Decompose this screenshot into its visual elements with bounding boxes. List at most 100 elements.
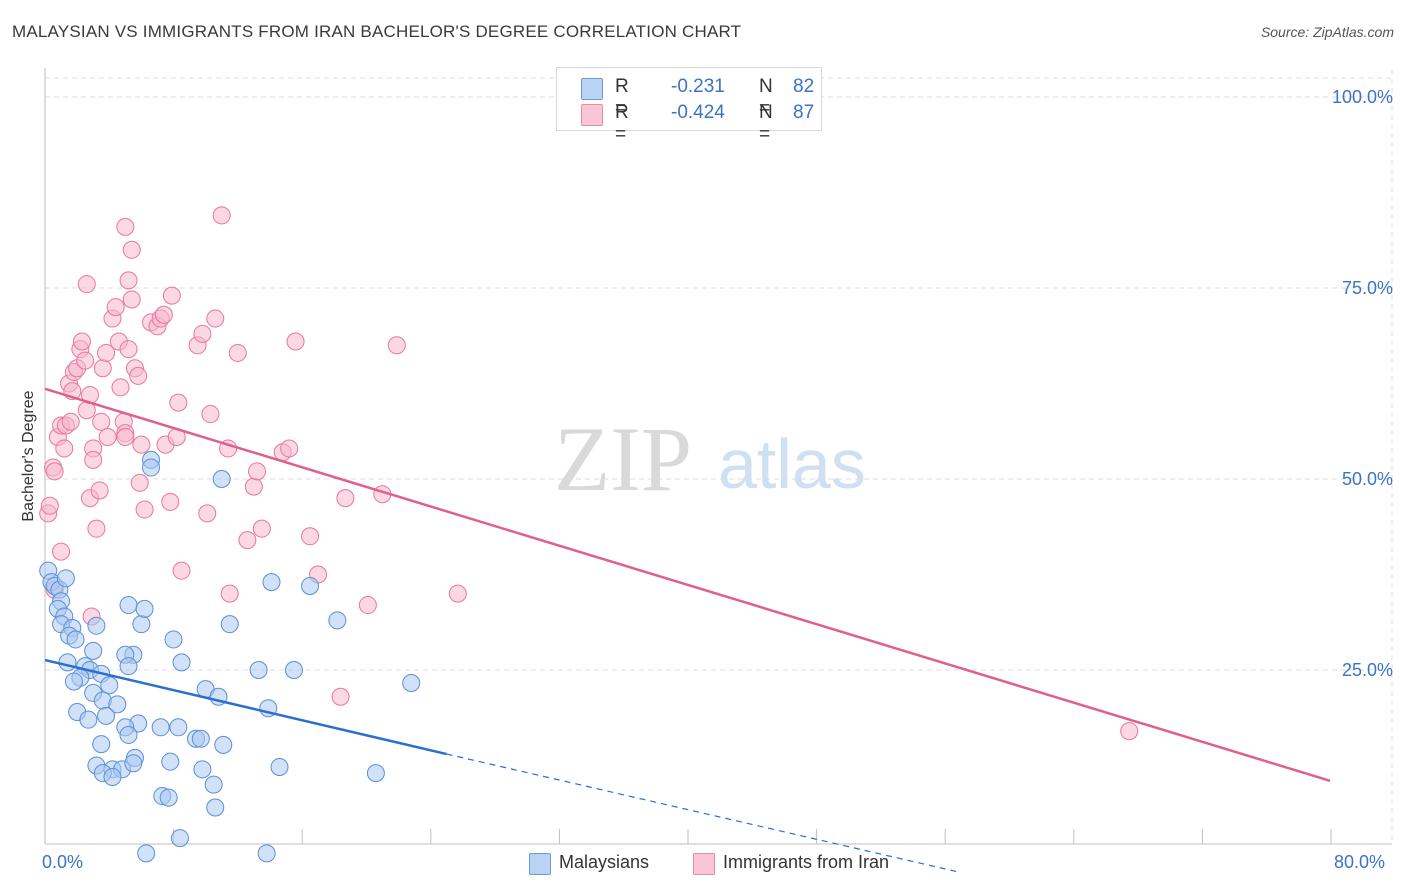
iran-point [116,217,135,236]
malaysian-point [64,672,83,691]
iran-point [52,542,71,561]
malaysian-point [135,599,154,618]
malaysian-point [402,673,421,692]
malaysian-point [212,470,231,488]
malaysian-point [301,576,320,595]
grid-lines [45,70,1393,843]
iran-point [336,489,355,508]
malaysian-point [206,798,225,817]
iran-point [98,427,117,446]
iran-point [45,462,64,481]
iran-point [122,240,141,259]
iran-point [129,366,148,385]
malaysian-point [257,844,276,863]
malaysian-point [262,573,281,592]
watermark-atlas: atlas [718,425,866,503]
malaysian-point [97,706,116,725]
malaysian-point [137,844,156,863]
malaysian-points [39,450,421,863]
bottom-legend-swatch-blue [529,853,551,875]
iran-point [161,492,180,511]
iran-point [97,343,116,362]
legend-swatch-pink [581,104,603,126]
iran-point [119,271,138,290]
iran-point [193,324,212,343]
iran-point [244,477,263,496]
iran-point [331,687,350,706]
iran-point [87,519,106,538]
iran-point [172,561,191,580]
iran-point [228,343,247,362]
malaysian-trend-line [44,658,447,756]
y-tick-label: 75.0% [1341,278,1393,298]
malaysian-point [108,695,127,714]
malaysian-point [79,710,98,729]
iran-point [92,412,111,431]
iran-point [40,496,59,515]
legend-r-value: -0.231 [671,76,725,97]
x-tick-label-max: 80.0% [1334,852,1386,872]
iran-point [248,462,267,481]
malaysian-point [119,657,138,676]
iran-point [132,435,151,454]
bottom-legend-swatch-pink [693,853,715,875]
iran-point [154,305,173,324]
iran-point [55,439,74,458]
iran-point [76,351,95,370]
iran-point [122,290,141,309]
iran-point [1120,722,1139,741]
iran-point [93,359,112,378]
iran-point [135,500,154,519]
legend-n-label: N = [759,76,773,119]
malaysian-point [100,676,119,695]
iran-point [162,286,181,305]
iran-point [301,527,320,546]
iran-point [111,378,130,397]
iran-point [212,206,231,225]
bottom-legend-label: Malaysians [559,852,650,872]
malaysian-point [142,458,161,477]
malaysian-point [103,767,122,786]
iran-point [206,309,225,328]
iran-point [77,275,96,294]
legend-n-label: N = [759,102,773,145]
iran-point [90,481,109,500]
iran-point [130,473,149,492]
legend-swatch-blue [581,78,603,100]
source-label: Source: ZipAtlas.com [1260,24,1394,40]
malaysian-point [124,754,143,773]
malaysian-point [169,718,188,737]
malaysian-point [87,616,106,635]
legend-n-value: 87 [793,102,815,123]
malaysian-point [172,653,191,672]
iran-point [238,531,257,550]
iran-point [286,332,305,351]
malaysian-point [366,764,385,783]
legend-r-label: R = [615,102,629,145]
iran-point [220,584,239,603]
watermark-zip: ZIP [554,408,692,510]
iran-point [61,412,80,431]
iran-point [106,298,125,317]
y-tick-label: 50.0% [1341,469,1393,489]
malaysian-point [119,596,138,615]
iran-point [387,336,406,355]
malaysian-point [56,569,75,588]
legend-r-label: R = [615,76,629,119]
iran-trend-line [44,387,1331,782]
bottom-legend-label: Immigrants from Iran [723,852,890,872]
malaysian-point [284,661,303,679]
iran-point [169,393,188,412]
iran-point [198,504,217,523]
malaysian-point [151,718,170,737]
iran-point [358,596,377,615]
iran-points [39,206,1139,741]
x-tick-label-min: 0.0% [42,852,84,872]
malaysian-point [214,735,233,754]
iran-point [84,450,103,469]
malaysian-point [84,641,103,660]
malaysian-point [164,630,183,649]
trend-lines [44,387,1331,874]
y-tick-label: 100.0% [1331,87,1393,107]
